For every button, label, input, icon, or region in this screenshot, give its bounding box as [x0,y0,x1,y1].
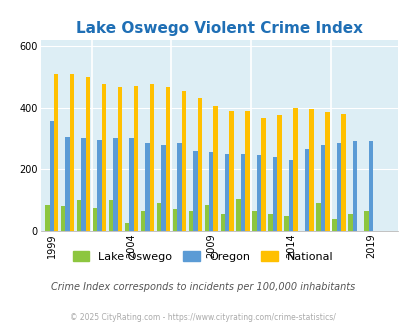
Bar [124,223,129,231]
Bar [149,84,154,231]
Bar [213,106,217,231]
Bar [220,214,224,231]
Bar [177,143,181,231]
Bar [292,108,297,231]
Bar [340,114,345,231]
Bar [172,210,177,231]
Bar [113,138,117,231]
Bar [352,142,356,231]
Bar [86,77,90,231]
Bar [209,152,213,231]
Bar [284,215,288,231]
Bar [336,143,340,231]
Bar [288,160,292,231]
Bar [268,214,272,231]
Bar [331,219,336,231]
Bar [97,140,102,231]
Bar [49,121,54,231]
Bar [61,206,65,231]
Bar [204,205,209,231]
Bar [165,87,170,231]
Bar [320,145,324,231]
Bar [161,145,165,231]
Bar [81,138,86,231]
Bar [141,211,145,231]
Bar [65,137,70,231]
Bar [188,211,193,231]
Bar [252,211,256,231]
Text: © 2025 CityRating.com - https://www.cityrating.com/crime-statistics/: © 2025 CityRating.com - https://www.city… [70,313,335,322]
Bar [93,208,97,231]
Bar [272,157,277,231]
Bar [133,86,138,231]
Bar [256,155,261,231]
Bar [145,143,149,231]
Bar [240,154,245,231]
Bar [102,84,106,231]
Bar [197,98,202,231]
Bar [54,74,58,231]
Bar [229,111,233,231]
Bar [245,111,249,231]
Bar [277,115,281,231]
Bar [309,109,313,231]
Bar [181,90,185,231]
Bar [347,214,352,231]
Bar [363,211,368,231]
Bar [70,74,74,231]
Text: Crime Index corresponds to incidents per 100,000 inhabitants: Crime Index corresponds to incidents per… [51,282,354,292]
Bar [224,154,229,231]
Bar [315,203,320,231]
Bar [109,200,113,231]
Bar [236,199,240,231]
Bar [77,200,81,231]
Bar [368,142,372,231]
Bar [117,87,122,231]
Bar [129,138,133,231]
Title: Lake Oswego Violent Crime Index: Lake Oswego Violent Crime Index [76,21,362,36]
Legend: Lake Oswego, Oregon, National: Lake Oswego, Oregon, National [68,247,337,266]
Bar [304,149,309,231]
Bar [261,118,265,231]
Bar [45,205,49,231]
Bar [324,112,329,231]
Bar [156,203,161,231]
Bar [193,151,197,231]
